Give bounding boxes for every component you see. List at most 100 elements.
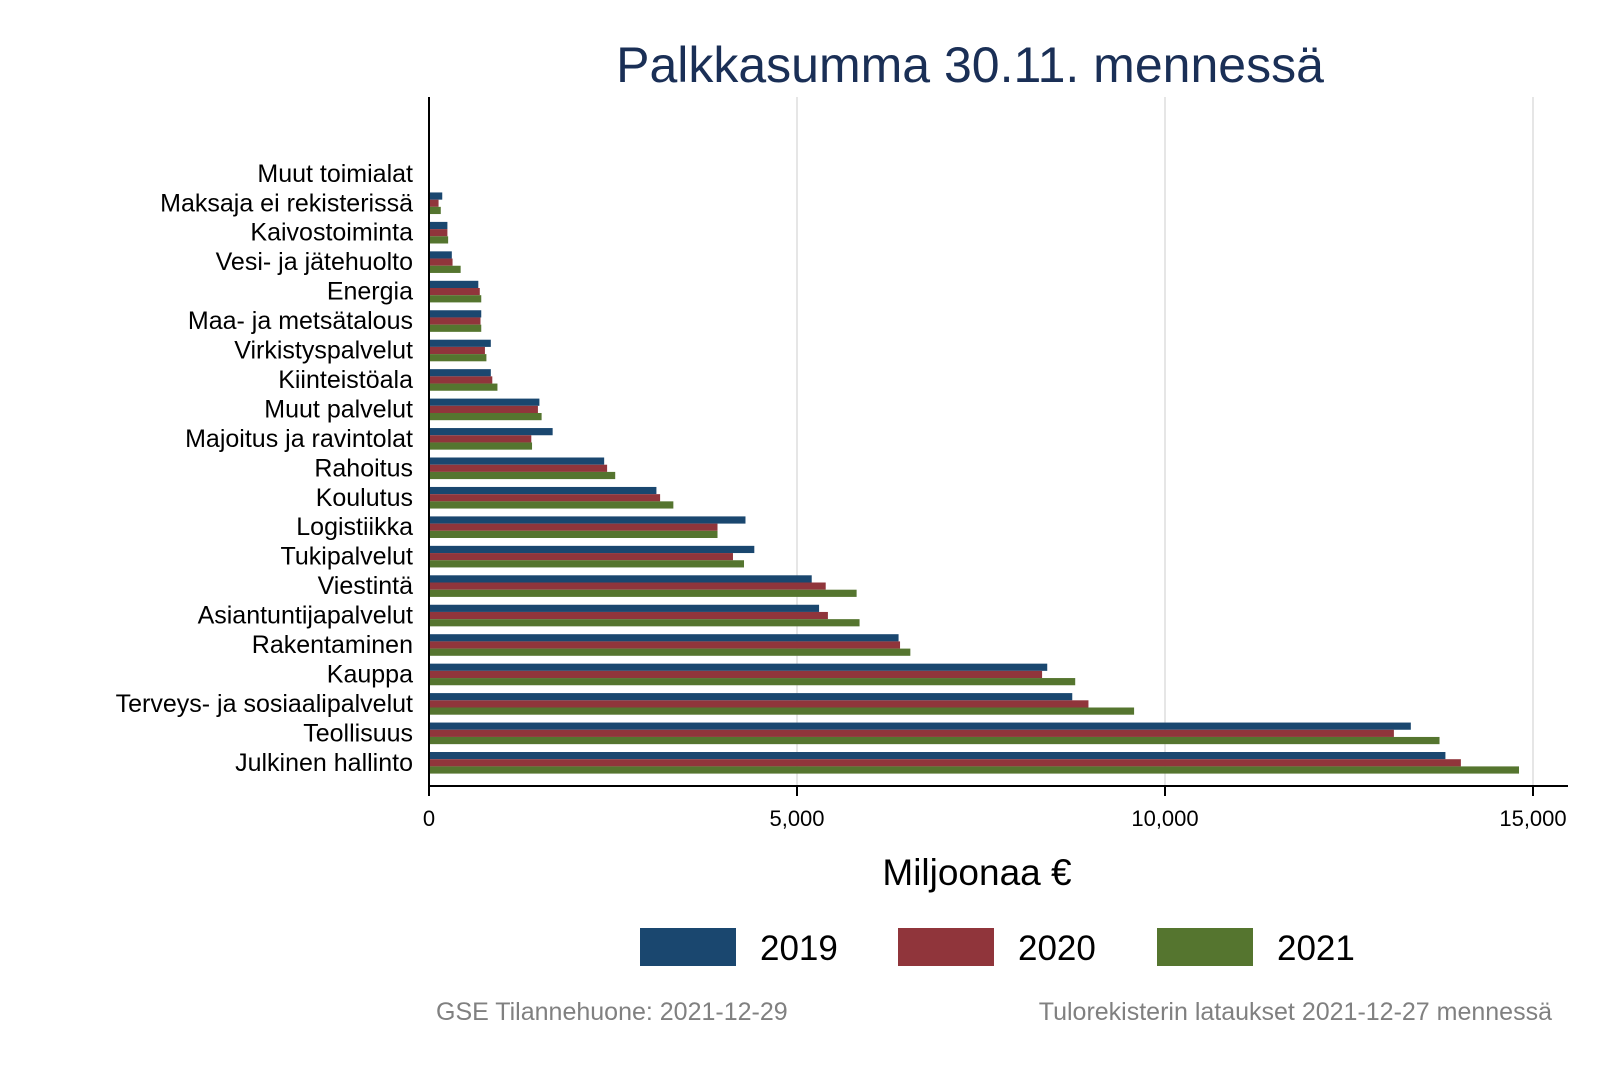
legend-swatch-2020: [898, 928, 994, 966]
bar-2020-11: [429, 494, 661, 502]
bar-2021-1: [429, 206, 441, 215]
bar-2021-17: [429, 678, 1076, 686]
x-tick-label-1: 5,000: [769, 806, 824, 831]
category-label-12: Logistiikka: [296, 513, 413, 541]
source-note-right: Tulorekisterin lataukset 2021-12-27 menn…: [1039, 998, 1552, 1026]
category-label-15: Asiantuntijapalvelut: [198, 602, 413, 630]
legend-label-2020: 2020: [1018, 929, 1096, 968]
bar-2019-10: [429, 457, 605, 465]
bar-2020-20: [429, 759, 1461, 767]
bar-2021-6: [429, 354, 487, 362]
category-label-16: Rakentaminen: [252, 631, 413, 659]
bar-2020-10: [429, 464, 608, 472]
bar-2020-5: [429, 317, 481, 325]
category-label-14: Viestintä: [318, 572, 414, 600]
bar-2021-7: [429, 383, 498, 391]
bar-2019-5: [429, 310, 482, 318]
bar-2021-4: [429, 295, 482, 303]
bar-2020-1: [429, 199, 439, 207]
bar-2020-8: [429, 405, 538, 413]
bar-2021-3: [429, 265, 461, 273]
bar-2019-12: [429, 516, 746, 524]
legend: 2019 2020 2021: [640, 928, 1355, 968]
category-label-5: Maa- ja metsätalous: [188, 307, 413, 335]
bar-2019-1: [429, 192, 443, 200]
bar-2019-2: [429, 221, 448, 230]
bar-2020-13: [429, 553, 733, 561]
bar-2020-6: [429, 346, 485, 355]
bar-2020-17: [429, 670, 1043, 679]
bar-2020-3: [429, 258, 453, 266]
category-label-2: Kaivostoiminta: [250, 219, 413, 247]
bar-2021-14: [429, 589, 857, 597]
bar-2019-3: [429, 251, 452, 259]
x-tick-label-2: 10,000: [1131, 806, 1198, 831]
bar-2019-20: [429, 752, 1446, 760]
bar-2021-11: [429, 501, 674, 509]
legend-label-2019: 2019: [760, 929, 838, 968]
bar-2020-18: [429, 700, 1089, 708]
bar-2021-12: [429, 530, 718, 538]
source-note-left: GSE Tilannehuone: 2021-12-29: [436, 998, 788, 1026]
bar-2019-18: [429, 693, 1073, 701]
bar-2019-13: [429, 545, 755, 554]
category-label-1: Maksaja ei rekisterissä: [160, 189, 413, 217]
bar-2020-4: [429, 288, 480, 296]
bar-2021-16: [429, 648, 911, 656]
category-label-19: Teollisuus: [303, 719, 413, 747]
bar-2020-9: [429, 435, 532, 443]
bar-2019-8: [429, 398, 540, 406]
legend-swatch-2021: [1157, 928, 1253, 966]
chart-title: Palkkasumma 30.11. mennessä: [616, 37, 1324, 93]
bar-2019-19: [429, 722, 1411, 730]
bar-2021-20: [429, 766, 1520, 774]
bar-2019-15: [429, 604, 820, 612]
bar-2021-13: [429, 560, 745, 568]
x-axis-label: Miljoonaa €: [882, 852, 1072, 893]
category-label-11: Koulutus: [316, 484, 413, 512]
category-label-4: Energia: [327, 278, 413, 306]
bar-2020-14: [429, 582, 826, 590]
bar-2020-2: [429, 229, 448, 237]
bar-2020-12: [429, 523, 718, 531]
bar-2019-17: [429, 663, 1048, 671]
bar-2019-4: [429, 280, 479, 288]
legend-swatch-2019: [640, 928, 736, 966]
bar-2019-7: [429, 369, 491, 377]
category-label-0: Muut toimialat: [257, 160, 413, 188]
bar-2019-9: [429, 428, 553, 436]
bar-2021-10: [429, 471, 616, 480]
bar-2021-5: [429, 324, 482, 332]
bar-2021-15: [429, 619, 860, 627]
bar-2019-6: [429, 339, 491, 347]
category-label-18: Terveys- ja sosiaalipalvelut: [116, 690, 413, 718]
category-label-9: Majoitus ja ravintolat: [185, 425, 413, 453]
bar-2021-2: [429, 236, 449, 244]
category-label-17: Kauppa: [327, 660, 413, 688]
bar-2019-11: [429, 486, 657, 495]
bars: [429, 163, 1520, 774]
category-label-6: Virkistyspalvelut: [234, 337, 413, 365]
category-label-8: Muut palvelut: [264, 395, 413, 423]
category-label-20: Julkinen hallinto: [235, 749, 413, 777]
bar-2020-19: [429, 729, 1394, 737]
bar-2020-15: [429, 611, 828, 620]
bar-2021-8: [429, 413, 542, 421]
bar-2020-7: [429, 376, 493, 384]
bar-2021-9: [429, 442, 533, 450]
bar-2021-19: [429, 736, 1440, 745]
legend-label-2021: 2021: [1277, 929, 1355, 968]
x-tick-label-3: 15,000: [1499, 806, 1566, 831]
bar-2020-16: [429, 641, 901, 649]
category-label-7: Kiinteistöala: [278, 366, 413, 394]
category-label-3: Vesi- ja jätehuolto: [216, 248, 413, 276]
bar-2019-16: [429, 634, 899, 642]
bar-2021-18: [429, 707, 1135, 715]
x-tick-label-0: 0: [423, 806, 435, 831]
category-label-13: Tukipalvelut: [281, 543, 414, 571]
x-ticks: 0 5,000 10,000 15,000: [423, 786, 1567, 831]
bar-2019-14: [429, 575, 812, 583]
category-label-10: Rahoitus: [314, 454, 413, 482]
